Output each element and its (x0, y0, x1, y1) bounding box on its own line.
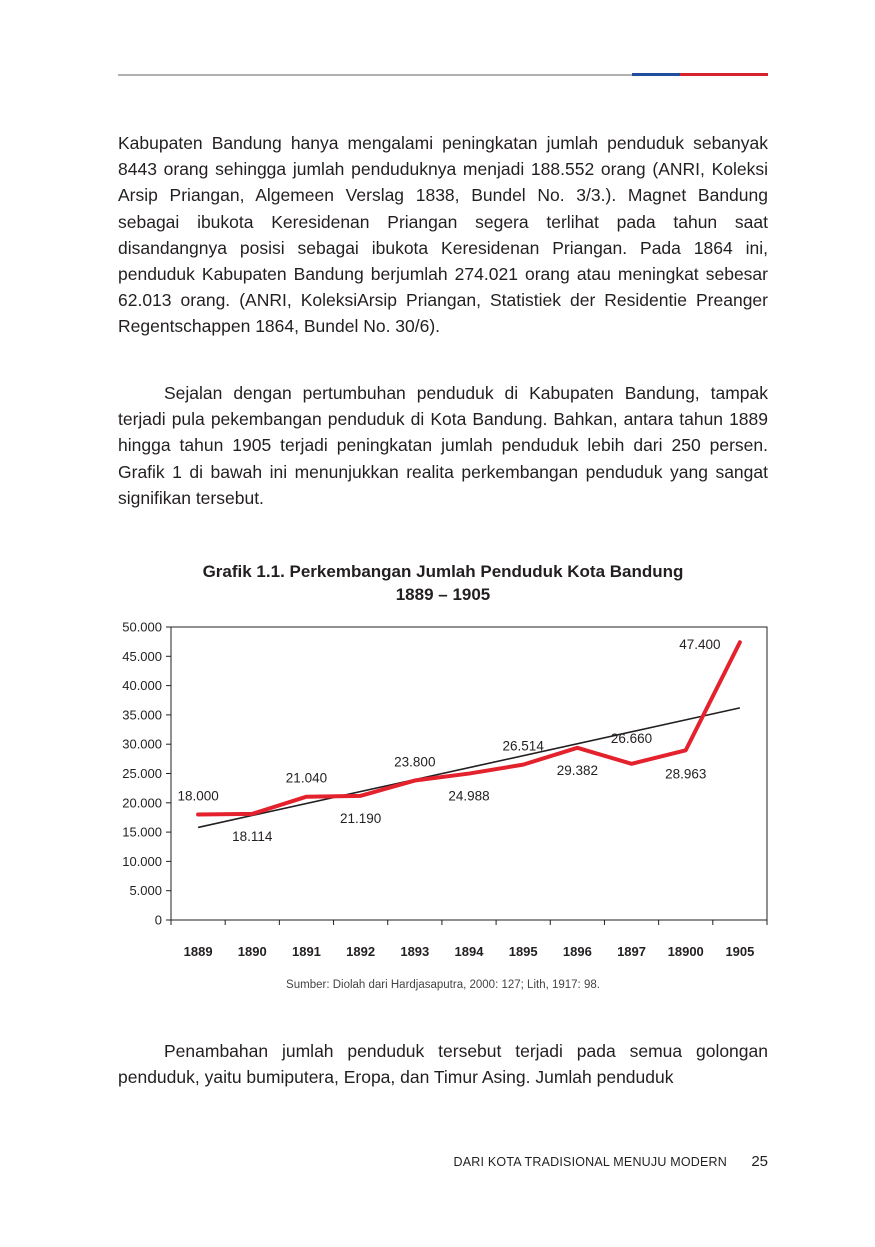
x-tick-label: 1897 (617, 944, 646, 959)
data-label: 26.514 (503, 739, 545, 754)
paragraph-1: Kabupaten Bandung hanya mengalami pening… (118, 133, 768, 337)
y-tick-label: 35.000 (122, 707, 162, 722)
data-label: 47.400 (679, 637, 720, 652)
y-tick-label: 0 (155, 913, 162, 928)
x-tick-label: 1889 (184, 944, 213, 959)
x-tick-label: 1905 (725, 944, 754, 959)
data-label: 18.114 (232, 829, 273, 844)
footer-book-title: DARI KOTA TRADISIONAL MENUJU MODERN (453, 1155, 727, 1169)
x-tick-label: 1890 (238, 944, 267, 959)
y-tick-label: 10.000 (122, 854, 162, 869)
page-number: 25 (751, 1153, 768, 1170)
data-label: 21.190 (340, 811, 381, 826)
y-tick-label: 40.000 (122, 678, 162, 693)
data-label: 21.040 (286, 771, 327, 786)
chart-source: Sumber: Diolah dari Hardjasaputra, 2000:… (286, 979, 600, 991)
x-tick-label: 1892 (346, 944, 375, 959)
x-tick-label: 1894 (455, 944, 485, 959)
chart-title-line1: Grafik 1.1. Perkembangan Jumlah Penduduk… (202, 562, 684, 581)
header-rule-red (680, 73, 768, 76)
paragraph-2: Sejalan dengan pertumbuhan penduduk di K… (118, 383, 768, 508)
data-label: 29.382 (557, 763, 598, 778)
y-tick-label: 50.000 (122, 620, 162, 635)
y-tick-label: 30.000 (122, 737, 162, 752)
data-label: 18.000 (177, 789, 218, 804)
header-rule-gray (118, 74, 632, 76)
x-tick-label: 1895 (509, 944, 538, 959)
y-tick-label: 25.000 (122, 766, 162, 781)
y-tick-label: 5.000 (129, 883, 162, 898)
y-tick-label: 20.000 (122, 795, 162, 810)
header-rule-blue (632, 73, 680, 76)
y-tick-label: 15.000 (122, 825, 162, 840)
chart-title-line2: 1889 – 1905 (395, 585, 491, 604)
series-line (196, 640, 742, 817)
trend-line (197, 707, 741, 829)
x-tick-label: 18900 (668, 944, 704, 959)
data-label: 24.988 (448, 789, 489, 804)
data-label: 28.963 (665, 766, 706, 781)
y-tick-label: 45.000 (122, 649, 162, 664)
x-tick-label: 1893 (400, 944, 429, 959)
chart-title: Grafik 1.1. Perkembangan Jumlah Penduduk… (118, 560, 768, 606)
paragraph-3: Penambahan jumlah penduduk tersebut terj… (118, 1041, 768, 1088)
x-tick-label: 1891 (292, 944, 321, 959)
x-tick-label: 1896 (563, 944, 592, 959)
data-label: 23.800 (394, 755, 435, 770)
data-label: 26.660 (611, 731, 652, 746)
